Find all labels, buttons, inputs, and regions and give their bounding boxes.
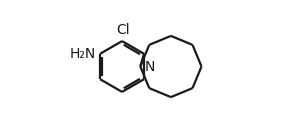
Text: N: N [144, 60, 155, 74]
Text: Cl: Cl [117, 23, 130, 37]
Text: H₂N: H₂N [69, 47, 95, 61]
